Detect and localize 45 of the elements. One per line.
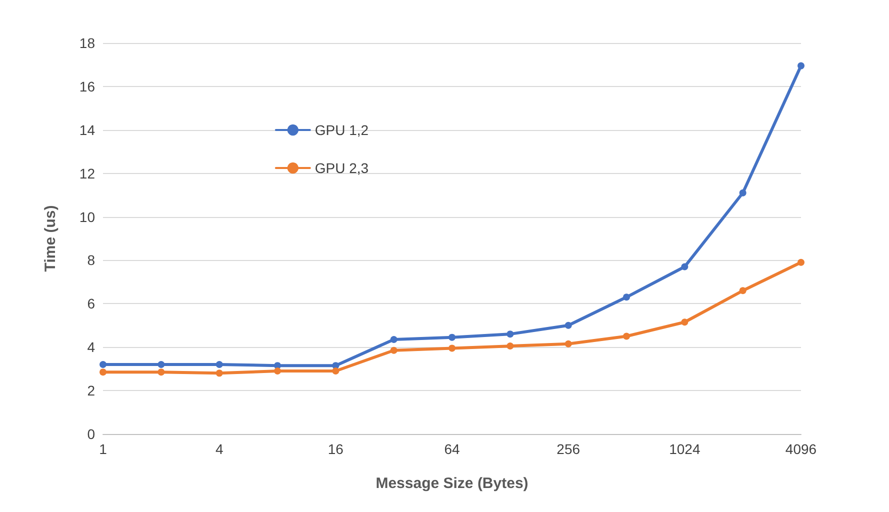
- x-tick-label: 16: [328, 441, 344, 457]
- point: [739, 189, 746, 196]
- point: [216, 370, 223, 377]
- y-axis-title: Time (us): [42, 205, 59, 272]
- point: [798, 258, 804, 266]
- point: [564, 322, 572, 329]
- y-tick-label: 14: [79, 122, 96, 138]
- point: [390, 336, 398, 344]
- point: [681, 318, 688, 326]
- y-tick-label: 12: [79, 165, 96, 182]
- x-axis-title: Message Size (Bytes): [376, 475, 528, 492]
- point: [564, 340, 572, 348]
- x-tick-label: 64: [444, 441, 460, 457]
- point: [798, 62, 804, 70]
- y-tick-label: 0: [87, 426, 96, 442]
- x-tick-label: 4096: [785, 441, 817, 457]
- y-tick-label: 2: [87, 382, 96, 399]
- legend-label: GPU 1,2: [314, 122, 369, 138]
- point: [681, 263, 688, 270]
- y-tick-label: 18: [79, 35, 96, 51]
- point: [390, 346, 398, 354]
- x-tick-label: 1: [99, 441, 108, 457]
- point: [739, 287, 746, 294]
- y-tick-label: 16: [79, 78, 96, 94]
- point: [506, 342, 514, 350]
- point: [100, 360, 106, 368]
- y-tick-label: 4: [87, 339, 96, 356]
- x-tick-label: 256: [556, 441, 580, 457]
- point: [158, 360, 165, 368]
- point: [506, 330, 514, 338]
- x-tick-label: 4: [215, 441, 224, 457]
- point: [274, 368, 281, 375]
- point: [623, 294, 630, 301]
- y-tick-label: 8: [87, 252, 96, 268]
- point: [158, 368, 165, 376]
- point: [623, 332, 630, 340]
- point: [332, 368, 340, 375]
- x-tick-label: 1024: [669, 441, 700, 457]
- point: [448, 334, 456, 341]
- y-tick-label: 6: [87, 296, 96, 312]
- point: [216, 360, 223, 368]
- legend-label: GPU 2,3: [314, 160, 369, 176]
- y-tick-label: 10: [79, 208, 96, 225]
- point: [100, 368, 106, 376]
- point: [448, 344, 456, 352]
